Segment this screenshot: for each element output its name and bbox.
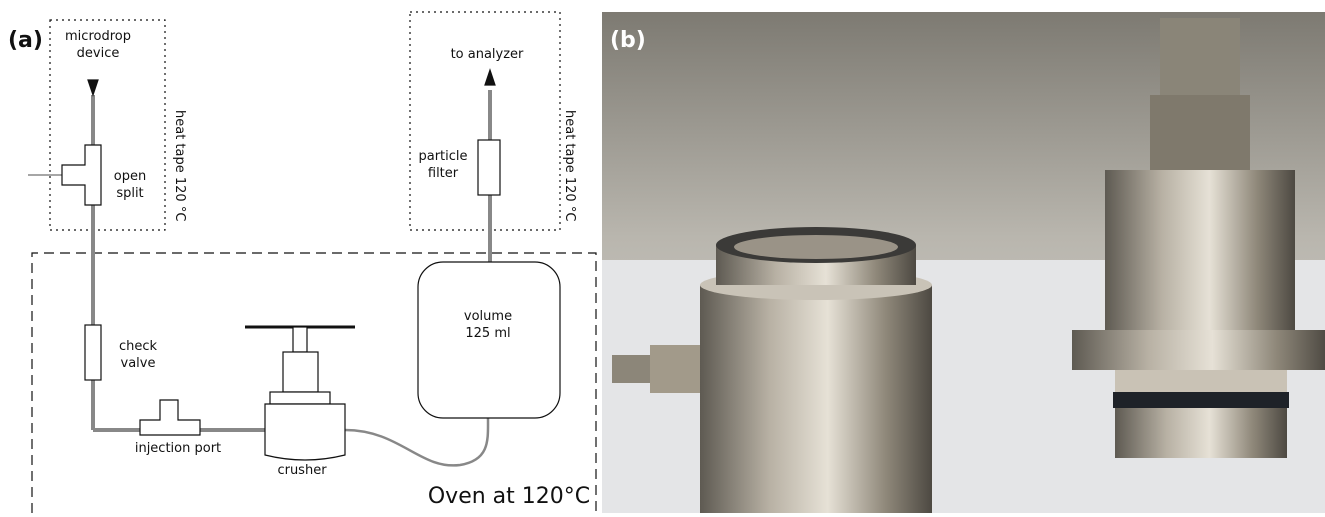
node-label: open split (114, 169, 146, 201)
label-line: crusher (277, 463, 327, 478)
label-line: open (114, 169, 146, 184)
particle-filter (478, 140, 500, 195)
label-line: 125 ml (465, 326, 510, 341)
label-line: injection port (135, 441, 221, 456)
label-line: Oven at 120°C (428, 484, 590, 509)
node-label: heat tape 120 °C (172, 110, 187, 221)
label-line: filter (428, 166, 459, 181)
label-line: volume (464, 309, 512, 324)
label-line: particle (418, 149, 467, 164)
label-line: heat tape 120 °C (562, 110, 577, 221)
node-label: heat tape 120 °C (562, 110, 577, 221)
node-label: microdrop device (65, 29, 131, 61)
panel-label: (a) (8, 28, 43, 53)
node-label: Oven at 120°C (428, 484, 590, 509)
arrow (485, 70, 495, 85)
label-line: device (77, 46, 120, 61)
node-label: injection port (135, 441, 221, 456)
label-line: valve (121, 356, 156, 371)
heat-zone-box (410, 12, 560, 230)
photo (602, 12, 1325, 513)
node-label: crusher (277, 463, 327, 478)
label-line: to analyzer (451, 47, 524, 62)
crusher-shape (245, 327, 355, 460)
check-valve (85, 325, 101, 380)
label-line: split (116, 186, 143, 201)
node-label: particle filter (418, 149, 467, 181)
arrow (88, 80, 98, 95)
diagram (28, 12, 596, 513)
panel-label: (b) (610, 28, 646, 53)
node-label: to analyzer (451, 47, 524, 62)
label-line: heat tape 120 °C (172, 110, 187, 221)
label-line: check (119, 339, 158, 354)
open-split (62, 145, 101, 205)
figure: (a) (b) microdrop device open split heat tap… (0, 0, 1325, 513)
node-label: check valve (119, 339, 158, 371)
injection-port (140, 400, 200, 435)
label-line: microdrop (65, 29, 131, 44)
